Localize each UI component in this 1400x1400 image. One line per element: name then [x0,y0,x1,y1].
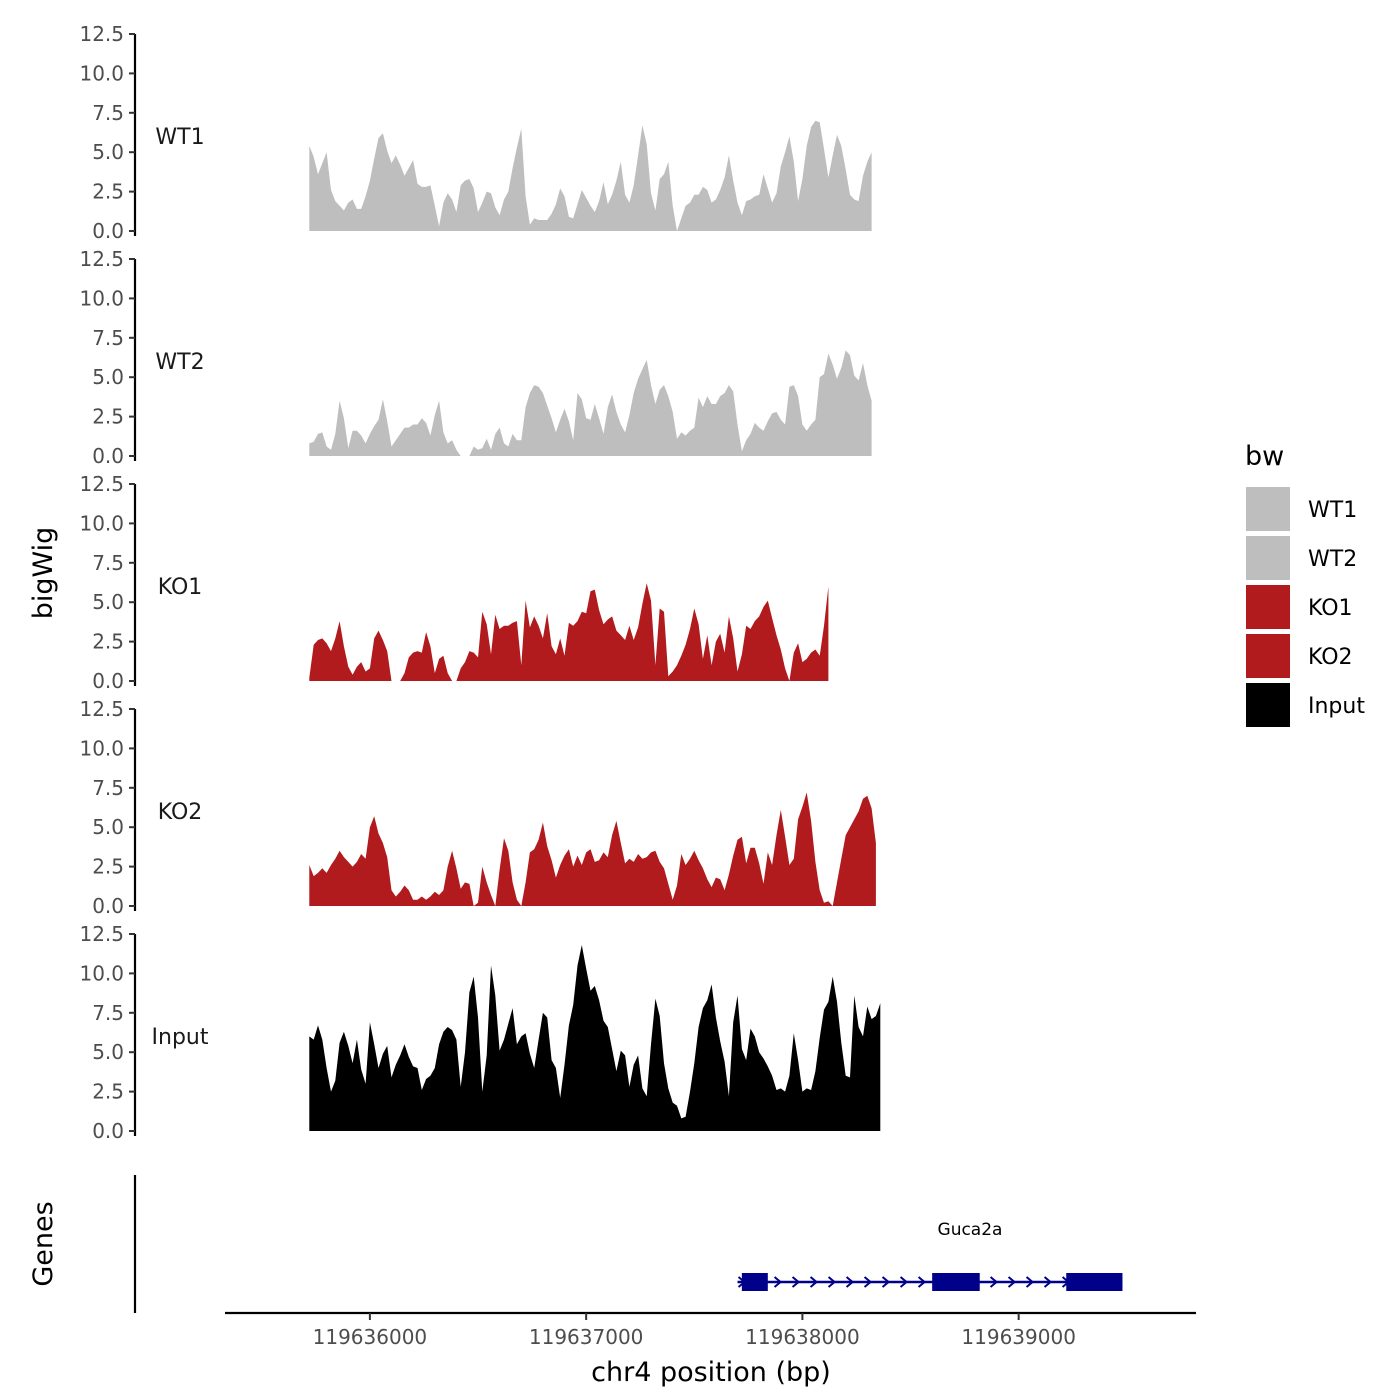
y-tick-label: 5.0 [92,365,124,389]
y-tick-label: 7.5 [92,551,124,575]
strand-arrow-icon [827,1276,837,1288]
strand-arrow-icon [863,1276,873,1288]
legend-item-ko2: KO2 [1246,634,1353,678]
strand-arrow-icon [1007,1276,1017,1288]
y-tick-label: 12.5 [79,247,124,271]
legend-item-wt1: WT1 [1246,487,1357,531]
legend-swatch [1246,487,1290,531]
coverage-area-input [309,945,881,1131]
y-tick-label: 5.0 [92,590,124,614]
legend-label: WT2 [1308,547,1357,572]
track-ko2: 0.0 2.5 5.0 7.5 10.0 12.5 KO2 [79,697,876,918]
legend-label: KO1 [1308,596,1353,621]
legend-swatch [1246,536,1290,580]
track-label: Input [152,1025,209,1050]
y-tick-label: 12.5 [79,22,124,46]
strand-arrow-icon [1025,1276,1035,1288]
y-tick-label: 0.0 [92,669,124,693]
legend-item-ko1: KO1 [1246,585,1353,629]
y-tick-label: 7.5 [92,326,124,350]
y-tick-label: 2.5 [92,630,124,654]
y-tick-label: 2.5 [92,405,124,429]
x-tick-label: 119639000 [961,1325,1076,1349]
track-wt1: 0.0 2.5 5.0 7.5 10.0 12.5 WT1 [79,22,872,243]
strand-arrow-icon [1043,1276,1053,1288]
x-tick-label: 119638000 [745,1325,860,1349]
track-wt2: 0.0 2.5 5.0 7.5 10.0 12.5 WT2 [79,247,872,468]
y-tick-label: 5.0 [92,140,124,164]
coverage-area-wt1 [309,120,872,231]
strand-arrow-icon [917,1276,927,1288]
gene-model: Guca2a [737,1220,1123,1291]
legend: bw WT1 WT2 KO1 KO2 Input [1245,441,1365,727]
track-input: 0.0 2.5 5.0 7.5 10.0 12.5 Input [79,922,881,1143]
strand-arrow-icon [845,1276,855,1288]
coverage-area-wt2 [309,350,872,456]
strand-arrow-icon [989,1276,999,1288]
y-tick-label: 2.5 [92,180,124,204]
legend-label: KO2 [1308,645,1353,670]
legend-item-wt2: WT2 [1246,536,1357,580]
y-tick-label: 5.0 [92,815,124,839]
track-label: WT1 [155,125,204,150]
strand-arrow-icon [899,1276,909,1288]
y-tick-label: 0.0 [92,219,124,243]
x-axis-ticks: 119636000 119637000 119638000 119639000 [313,1313,1076,1349]
gene-exon [1066,1273,1123,1291]
strand-arrow-icon [881,1276,891,1288]
legend-swatch [1246,683,1290,727]
y-tick-label: 7.5 [92,101,124,125]
strand-arrow-icon [773,1276,783,1288]
track-label: WT2 [155,350,204,375]
y-tick-label: 10.0 [79,286,124,310]
y-tick-label: 0.0 [92,894,124,918]
y-tick-label: 0.0 [92,1119,124,1143]
strand-arrow-icon [809,1276,819,1288]
y-tick-label: 12.5 [79,922,124,946]
legend-title: bw [1245,441,1284,472]
legend-swatch [1246,634,1290,678]
gene-track: Genes Guca2a [28,1175,1123,1313]
gene-track-title: Genes [28,1201,59,1286]
gene-models: Guca2a [737,1220,1123,1291]
x-axis-title: chr4 position (bp) [591,1357,831,1388]
y-tick-label: 0.0 [92,444,124,468]
y-tick-label: 7.5 [92,1001,124,1025]
y-tick-label: 12.5 [79,472,124,496]
coverage-tracks: 0.0 2.5 5.0 7.5 10.0 12.5 WT1 0.0 2.5 5.0 7.5 10.0 1… [79,22,881,1143]
y-axis-title: bigWig [28,527,59,620]
gene-exon [932,1273,980,1291]
legend-item-input: Input [1246,683,1365,727]
legend-label: WT1 [1308,498,1357,523]
y-tick-label: 10.0 [79,511,124,535]
y-tick-label: 5.0 [92,1040,124,1064]
y-axis-title-group: bigWig [28,527,59,620]
y-tick-label: 10.0 [79,961,124,985]
track-label: KO2 [158,800,203,825]
coverage-area-ko1 [309,583,829,681]
y-tick-label: 10.0 [79,61,124,85]
track-ko1: 0.0 2.5 5.0 7.5 10.0 12.5 KO1 [79,472,829,693]
track-label: KO1 [158,575,203,600]
gene-exon [741,1273,768,1291]
legend-swatch [1246,585,1290,629]
x-tick-label: 119636000 [313,1325,428,1349]
x-tick-label: 119637000 [529,1325,644,1349]
gene-name-label: Guca2a [938,1220,1003,1240]
legend-items: WT1 WT2 KO1 KO2 Input [1246,487,1365,727]
y-tick-label: 10.0 [79,736,124,760]
coverage-area-ko2 [309,792,876,906]
y-tick-label: 2.5 [92,855,124,879]
y-tick-label: 12.5 [79,697,124,721]
legend-label: Input [1308,694,1365,719]
y-tick-label: 2.5 [92,1080,124,1104]
strand-arrow-icon [791,1276,801,1288]
x-axis: 119636000 119637000 119638000 119639000 chr… [225,1311,1196,1388]
y-tick-label: 7.5 [92,776,124,800]
